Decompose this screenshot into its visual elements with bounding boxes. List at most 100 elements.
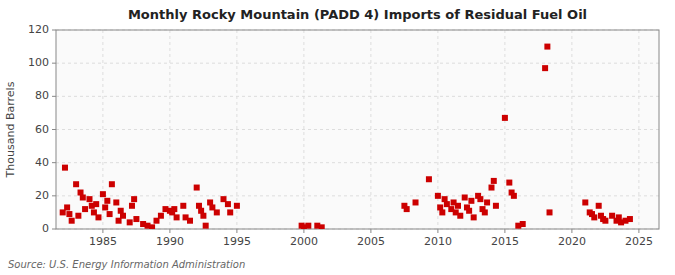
y-grid-line xyxy=(56,63,659,64)
x-tick-label: 2015 xyxy=(491,235,519,248)
point xyxy=(171,206,177,212)
point xyxy=(113,199,119,205)
x-tick xyxy=(571,229,572,233)
point xyxy=(107,211,113,217)
point xyxy=(131,196,137,202)
point xyxy=(82,206,88,212)
point xyxy=(104,198,110,204)
point xyxy=(75,213,81,219)
x-tick-label: 2025 xyxy=(625,235,653,248)
point xyxy=(203,223,209,229)
point xyxy=(62,165,68,171)
point xyxy=(506,180,512,186)
point xyxy=(484,199,490,205)
y-grid-line xyxy=(56,195,659,196)
point xyxy=(544,44,550,50)
grid xyxy=(56,30,659,229)
y-tick xyxy=(52,129,56,130)
x-grid-line xyxy=(638,30,639,229)
y-tick xyxy=(52,162,56,163)
point xyxy=(502,115,508,121)
title: Monthly Rocky Mountain (PADD 4) Imports … xyxy=(128,7,587,22)
y-tick-label: 100 xyxy=(28,56,49,69)
point xyxy=(404,206,410,212)
x-grid-line xyxy=(303,30,304,229)
x-grid-line xyxy=(370,30,371,229)
point xyxy=(73,181,79,187)
point xyxy=(158,213,164,219)
point xyxy=(602,218,608,224)
point xyxy=(477,196,483,202)
plot-area xyxy=(56,30,659,229)
x-tick xyxy=(303,229,304,233)
point xyxy=(439,209,445,215)
point xyxy=(200,213,206,219)
point xyxy=(225,201,231,207)
point xyxy=(129,203,135,209)
point xyxy=(133,216,139,222)
point xyxy=(95,214,101,220)
y-tick xyxy=(52,63,56,64)
point xyxy=(214,209,220,215)
point xyxy=(234,203,240,209)
axes: 0204060801001201985199019952000200520102… xyxy=(28,23,653,248)
point xyxy=(493,203,499,209)
chart: 0204060801001201985199019952000200520102… xyxy=(0,0,675,275)
y-tick-label: 20 xyxy=(35,189,49,202)
y-grid-line xyxy=(56,96,659,97)
x-tick-label: 2005 xyxy=(357,235,385,248)
x-tick xyxy=(102,229,103,233)
point xyxy=(80,194,86,200)
point xyxy=(582,199,588,205)
point xyxy=(462,194,468,200)
x-tick xyxy=(370,229,371,233)
point xyxy=(591,214,597,220)
point xyxy=(66,211,72,217)
point xyxy=(627,216,633,222)
point xyxy=(69,218,75,224)
point xyxy=(93,201,99,207)
x-tick-label: 2000 xyxy=(290,235,318,248)
y-tick xyxy=(52,229,56,230)
point xyxy=(149,224,155,229)
y-axis-label: Thousand Barrels xyxy=(4,81,17,178)
x-tick xyxy=(437,229,438,233)
x-grid-line xyxy=(571,30,572,229)
x-tick xyxy=(236,229,237,233)
point xyxy=(491,178,497,184)
y-tick-label: 60 xyxy=(35,123,49,136)
x-tick-label: 1995 xyxy=(223,235,251,248)
point xyxy=(482,209,488,215)
point xyxy=(127,219,133,225)
y-tick xyxy=(52,195,56,196)
point xyxy=(187,218,193,224)
x-tick xyxy=(504,229,505,233)
x-tick xyxy=(638,229,639,233)
point xyxy=(109,181,115,187)
x-tick-label: 2010 xyxy=(424,235,452,248)
point xyxy=(64,204,70,210)
point xyxy=(468,198,474,204)
point xyxy=(457,213,463,219)
point xyxy=(547,209,553,215)
x-grid-line xyxy=(236,30,237,229)
point xyxy=(180,203,186,209)
point xyxy=(100,191,106,197)
point xyxy=(87,196,93,202)
point xyxy=(120,213,126,219)
point xyxy=(455,203,461,209)
source-note: Source: U.S. Energy Information Administ… xyxy=(8,259,245,270)
x-tick xyxy=(169,229,170,233)
x-grid-line xyxy=(102,30,103,229)
point xyxy=(194,185,200,191)
point xyxy=(319,224,325,229)
point xyxy=(426,176,432,182)
point xyxy=(435,193,441,199)
y-tick xyxy=(52,30,56,31)
point xyxy=(542,65,548,71)
point xyxy=(489,185,495,191)
x-tick-label: 2020 xyxy=(558,235,586,248)
x-grid-line xyxy=(169,30,170,229)
point xyxy=(102,204,108,210)
y-tick-label: 0 xyxy=(42,222,49,235)
